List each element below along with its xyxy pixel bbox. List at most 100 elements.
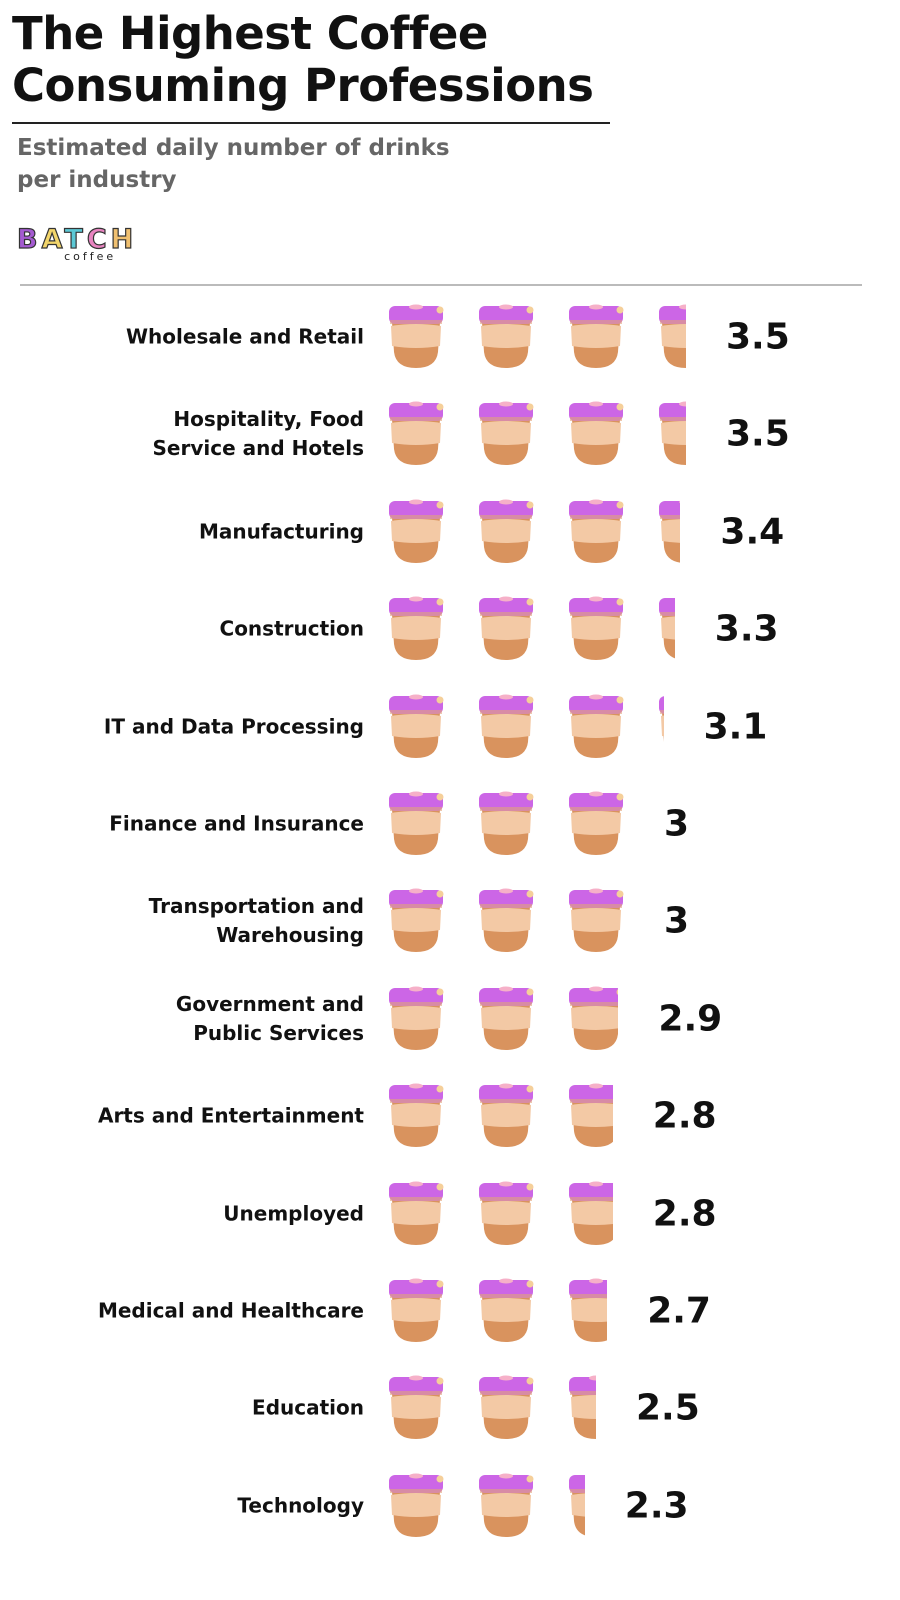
chart-row: Education 2.5 bbox=[0, 1363, 900, 1453]
category-label-line: Service and Hotels bbox=[152, 436, 364, 461]
category-label-line: Government and bbox=[175, 991, 364, 1016]
coffee-cup-icon bbox=[568, 690, 624, 760]
coffee-cup-icon bbox=[658, 300, 686, 370]
category-label: Transportation and Warehousing bbox=[44, 892, 364, 950]
value-label: 2.5 bbox=[636, 1387, 700, 1429]
chart-row: Finance and Insurance 3 bbox=[0, 779, 900, 869]
subtitle-line-2: per industry bbox=[17, 167, 177, 193]
value-label: 3.5 bbox=[726, 316, 790, 358]
category-label: Medical and Healthcare bbox=[44, 1297, 364, 1326]
coffee-cup-icon bbox=[478, 1079, 534, 1149]
category-label-line: IT and Data Processing bbox=[103, 714, 364, 739]
coffee-cup-icon bbox=[568, 300, 624, 370]
logo-letter: C bbox=[86, 223, 111, 255]
chart-row: Manufacturing 3.4 bbox=[0, 487, 900, 577]
chart-row: Unemployed 2.8 bbox=[0, 1169, 900, 1259]
category-label: Finance and Insurance bbox=[44, 810, 364, 839]
coffee-cup-icon bbox=[478, 982, 534, 1052]
coffee-cup-icon bbox=[478, 495, 534, 565]
chart-row: Medical and Healthcare 2.7 bbox=[0, 1266, 900, 1356]
category-label: Arts and Entertainment bbox=[44, 1102, 364, 1131]
category-label: Education bbox=[44, 1394, 364, 1423]
coffee-cup-icon bbox=[388, 1371, 444, 1441]
coffee-cup-icon bbox=[478, 592, 534, 662]
subtitle-line-1: Estimated daily number of drinks bbox=[17, 135, 450, 161]
category-label-line: Education bbox=[252, 1395, 364, 1420]
coffee-cup-icon bbox=[568, 397, 624, 467]
coffee-cup-icon bbox=[388, 592, 444, 662]
logo-letter: A bbox=[41, 223, 65, 255]
coffee-cup-icon bbox=[568, 982, 619, 1052]
value-label: 2.8 bbox=[652, 1193, 717, 1235]
coffee-cup-icon bbox=[568, 1079, 613, 1149]
title-underline bbox=[12, 122, 610, 124]
category-label: Unemployed bbox=[44, 1199, 364, 1228]
coffee-cup-icon bbox=[388, 982, 444, 1052]
value-label: 2.8 bbox=[652, 1095, 717, 1137]
coffee-cup-icon bbox=[658, 495, 681, 565]
coffee-cup-icon bbox=[478, 300, 534, 370]
category-label-line: Public Services bbox=[193, 1020, 364, 1045]
coffee-cup-icon bbox=[388, 787, 444, 857]
coffee-cup-icon bbox=[478, 1469, 534, 1539]
category-label: IT and Data Processing bbox=[44, 712, 364, 741]
coffee-cup-icon bbox=[478, 690, 534, 760]
coffee-cup-icon bbox=[388, 495, 444, 565]
chart-row: Hospitality, Food Service and Hotels 3.5 bbox=[0, 389, 900, 479]
category-label-line: Arts and Entertainment bbox=[97, 1103, 364, 1128]
category-label-line: Wholesale and Retail bbox=[126, 324, 364, 349]
value-label: 3 bbox=[664, 900, 690, 942]
coffee-cup-icon bbox=[388, 884, 444, 954]
category-label-line: Construction bbox=[219, 616, 364, 641]
category-label: Manufacturing bbox=[44, 517, 364, 546]
coffee-cup-icon bbox=[568, 1469, 585, 1539]
value-label: 3.3 bbox=[714, 608, 779, 650]
coffee-cup-icon bbox=[388, 1469, 444, 1539]
coffee-cup-icon bbox=[478, 1274, 534, 1344]
category-label: Government and Public Services bbox=[44, 990, 364, 1048]
coffee-cup-icon bbox=[388, 1177, 444, 1247]
value-label: 2.9 bbox=[658, 998, 723, 1040]
coffee-cup-icon bbox=[568, 495, 624, 565]
value-label: 3.5 bbox=[726, 413, 790, 455]
coffee-cup-icon bbox=[658, 690, 664, 760]
coffee-cup-icon bbox=[658, 592, 675, 662]
coffee-cup-icon bbox=[388, 690, 444, 760]
category-label: Wholesale and Retail bbox=[44, 323, 364, 352]
title-line-1: The Highest Coffee bbox=[12, 7, 488, 60]
coffee-cup-icon bbox=[388, 397, 444, 467]
coffee-cup-icon bbox=[478, 1177, 534, 1247]
chart-row: IT and Data Processing 3.1 bbox=[0, 682, 900, 772]
title-line-2: Consuming Professions bbox=[12, 59, 594, 112]
category-label-line: Warehousing bbox=[216, 923, 364, 948]
chart-row: Arts and Entertainment 2.8 bbox=[0, 1071, 900, 1161]
category-label-line: Manufacturing bbox=[199, 519, 364, 544]
coffee-cup-icon bbox=[388, 300, 444, 370]
logo-letter: B bbox=[16, 223, 42, 255]
logo-letter: T bbox=[64, 223, 87, 255]
category-label-line: Transportation and bbox=[148, 894, 364, 919]
chart-row: Government and Public Services 2.9 bbox=[0, 974, 900, 1064]
chart-row: Construction 3.3 bbox=[0, 584, 900, 674]
chart-row: Transportation and Warehousing 3 bbox=[0, 876, 900, 966]
category-label-line: Unemployed bbox=[223, 1201, 364, 1226]
value-label: 3.1 bbox=[703, 706, 768, 748]
coffee-cup-icon bbox=[388, 1274, 444, 1344]
coffee-cup-icon bbox=[478, 1371, 534, 1441]
chart-subtitle: Estimated daily number of drinks per indu… bbox=[17, 132, 450, 196]
coffee-cup-icon bbox=[478, 787, 534, 857]
category-label-line: Hospitality, Food bbox=[173, 407, 364, 432]
value-label: 3.4 bbox=[720, 511, 785, 553]
value-label: 2.7 bbox=[647, 1290, 711, 1332]
batch-coffee-logo: BATCH coffee bbox=[16, 223, 137, 263]
coffee-cup-icon bbox=[658, 397, 686, 467]
coffee-cup-icon bbox=[568, 1177, 613, 1247]
chart-row: Technology 2.3 bbox=[0, 1461, 900, 1551]
logo-sub: coffee bbox=[64, 250, 117, 263]
coffee-cup-icon bbox=[478, 397, 534, 467]
category-label-line: Technology bbox=[237, 1493, 364, 1518]
coffee-cup-icon bbox=[568, 787, 624, 857]
coffee-cup-icon bbox=[388, 1079, 444, 1149]
chart-title: The Highest Coffee Consuming Professions bbox=[12, 7, 594, 112]
category-label: Technology bbox=[44, 1491, 364, 1520]
